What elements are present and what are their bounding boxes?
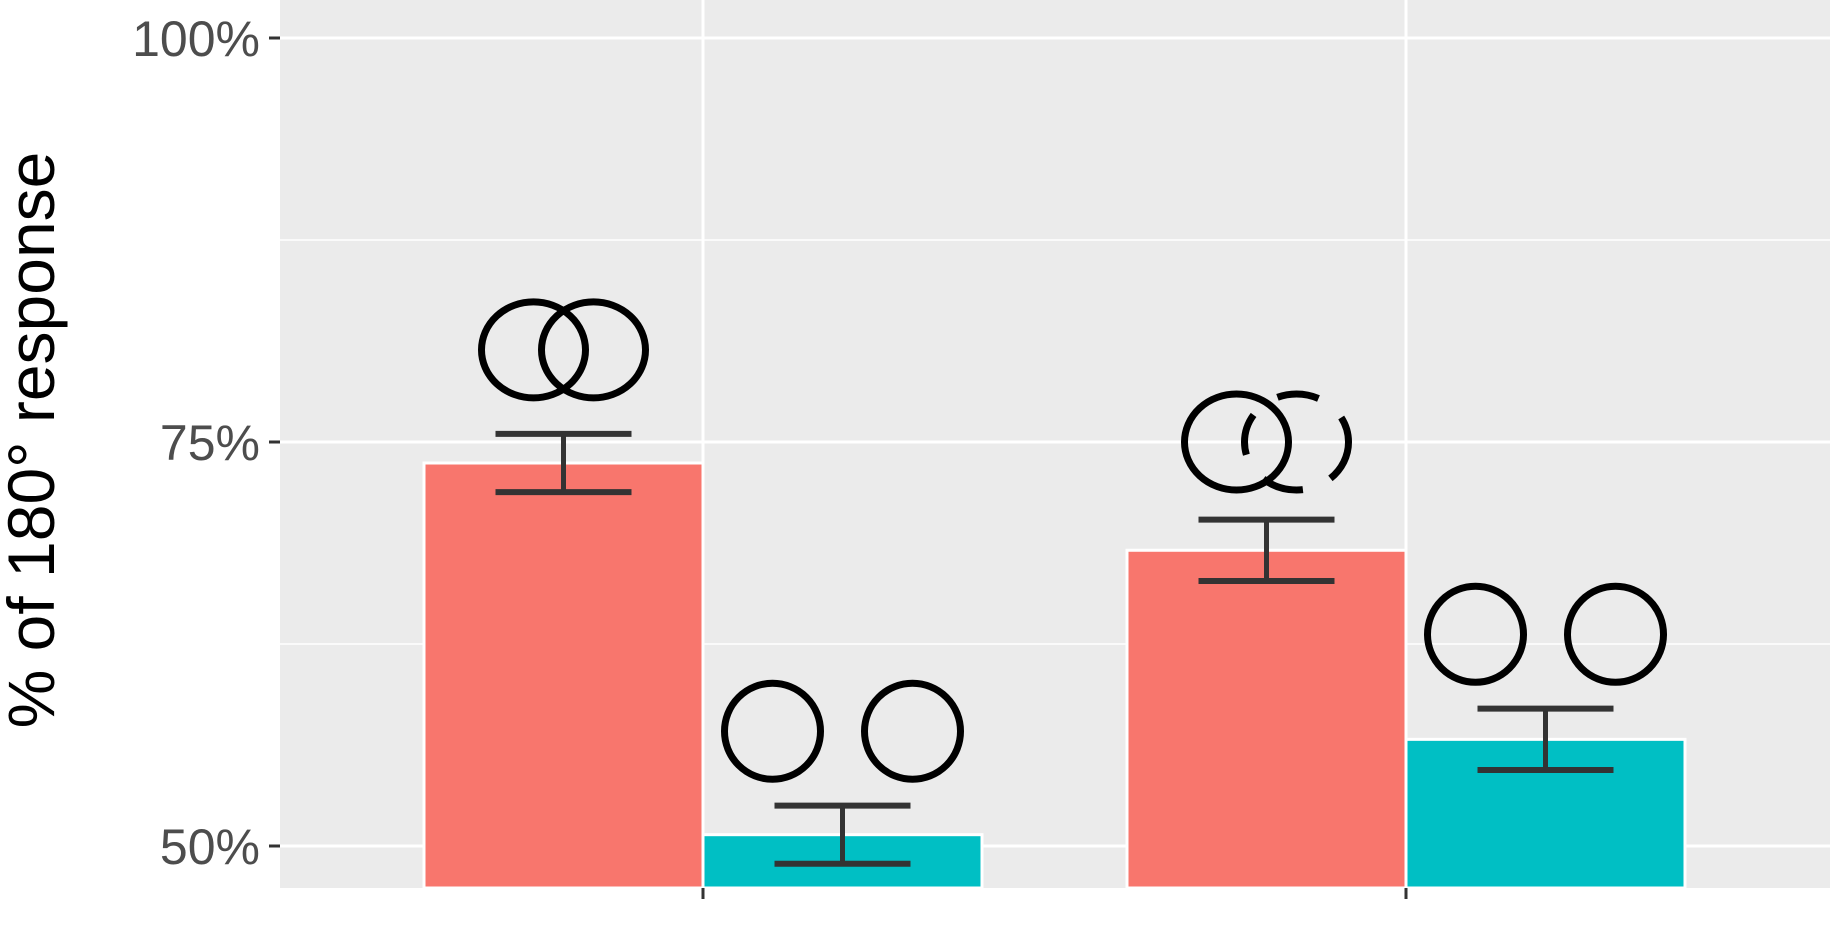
bar xyxy=(1125,548,1408,890)
significance-annotations xyxy=(478,298,1667,783)
circle-marker xyxy=(1181,390,1292,494)
y-tick-label: 100% xyxy=(132,11,260,67)
dashed-circle-marker xyxy=(1241,390,1352,494)
circle-marker xyxy=(1564,582,1667,686)
circle-marker xyxy=(721,679,824,783)
axes: 50% 75% 100% xyxy=(132,11,1408,899)
bar xyxy=(422,461,705,890)
error-bars xyxy=(495,430,1614,867)
circle-marker xyxy=(1424,582,1527,686)
circle-marker xyxy=(538,298,649,402)
y-axis-title: % of 180° response xyxy=(0,152,68,729)
circle-marker xyxy=(478,298,589,402)
y-tick-label: 75% xyxy=(160,415,260,471)
y-tick-label: 50% xyxy=(160,819,260,875)
bars xyxy=(422,461,1687,890)
circle-marker xyxy=(861,679,964,783)
